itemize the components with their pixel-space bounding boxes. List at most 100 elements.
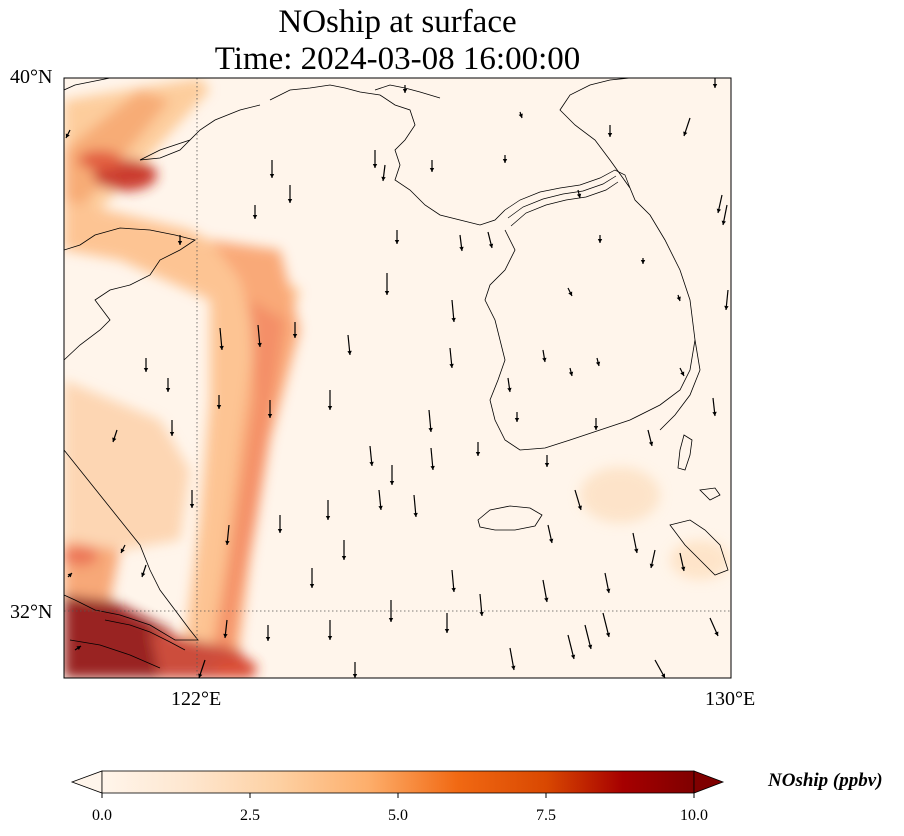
wind-arrow-head (451, 587, 456, 592)
wind-arrow-head (459, 246, 464, 251)
wind-arrow-head (428, 427, 433, 432)
wind-arrow-head (198, 673, 203, 678)
wind-arrow-head (449, 363, 454, 368)
wind-arrow-head (165, 388, 171, 392)
wind-arrow-head (372, 164, 378, 168)
wind-arrow-head (683, 131, 688, 136)
wind-arrow-head (384, 291, 390, 295)
wind-arrow (567, 634, 575, 660)
wind-arrow-head (120, 548, 125, 553)
wind-arrow-head (352, 674, 358, 678)
lon-label-122e: 122°E (171, 688, 222, 710)
wind-arrow-head (514, 418, 520, 422)
wind-arrow-head (378, 505, 383, 510)
wind-arrow-head (269, 174, 275, 178)
wind-arrow-head (488, 243, 494, 248)
wind-arrow-head (548, 538, 554, 543)
colorbar-tick-1: 2.5 (240, 807, 260, 824)
wind-arrow-head (502, 159, 508, 163)
wind-arrow-head (141, 572, 146, 577)
colorbar-tick-2: 5.0 (388, 807, 408, 824)
wind-arrow-head (65, 133, 70, 138)
wind-arrow-head (568, 371, 574, 376)
wind-arrow (602, 612, 610, 638)
map-title-line1: NOship at surface (278, 4, 517, 40)
lat-label-32n: 32°N (10, 601, 53, 623)
lat-label-40n: 40°N (10, 66, 53, 88)
wind-arrow-head (593, 426, 599, 430)
wind-arrow-head (388, 618, 394, 622)
wind-arrow-head (177, 241, 183, 245)
wind-arrow-head (605, 632, 611, 637)
wind-arrow-head (570, 654, 576, 659)
wind-arrow-head (597, 239, 603, 243)
wind-arrow-head (680, 371, 685, 376)
wind-arrow-head (347, 350, 352, 355)
map-frame (63, 77, 732, 679)
wind-arrow-head (252, 215, 258, 219)
wind-arrow-head (607, 133, 613, 137)
wind-arrow-head (568, 291, 573, 296)
wind-arrow-head (542, 357, 547, 362)
wind-arrow-head (712, 411, 717, 416)
wind-arrow-head (413, 512, 418, 517)
map-title-line2: Time: 2024-03-08 16:00:00 (214, 41, 581, 77)
wind-arrow-head (640, 260, 646, 264)
wind-arrow-head (676, 296, 681, 301)
wind-arrow-head (475, 452, 481, 456)
wind-arrow-head (265, 637, 271, 641)
wind-arrow-head (369, 461, 374, 466)
wind-arrow-head (309, 584, 315, 588)
wind-arrow-head (292, 334, 298, 338)
wind-arrow-head (606, 588, 611, 593)
wind-arrow-head (169, 432, 175, 436)
wind-arrow-head (67, 573, 72, 578)
concentration-field (64, 78, 731, 678)
colorbar-extend-low (70, 770, 103, 794)
wind-arrow-head (327, 636, 333, 640)
wind-arrow-head (712, 84, 718, 88)
colorbar-tick-0: 0.0 (92, 807, 112, 824)
wind-arrow-head (257, 342, 262, 347)
wind-arrow-head (143, 368, 149, 372)
wind-arrow-head (649, 563, 655, 568)
wind-arrow-head (680, 566, 686, 571)
colorbar-tick-4: 10.0 (680, 807, 708, 824)
colorbar-tick-3: 7.5 (536, 807, 556, 824)
wind-arrow-head (716, 208, 722, 213)
wind-arrow-head (724, 305, 729, 310)
wind-arrow-head (544, 597, 549, 602)
wind-arrow-head (430, 465, 435, 470)
wind-arrow-head (112, 437, 117, 442)
wind-arrow-head (576, 193, 582, 198)
wind-arrow-head (507, 387, 512, 392)
wind-arrow-head (721, 220, 726, 225)
wind-arrow-head (394, 240, 400, 244)
colorbar (70, 770, 725, 798)
wind-arrow-head (429, 168, 435, 172)
wind-arrow-head (325, 516, 331, 520)
wind-arrow-head (577, 505, 582, 510)
wind-arrow-head (661, 673, 665, 678)
wind-arrow-head (518, 113, 523, 118)
wind-arrow-head (544, 463, 550, 467)
wind-arrow-head (189, 504, 195, 508)
wind-arrow-head (511, 665, 516, 670)
wind-arrow-head (223, 633, 228, 638)
wind-arrow-head (587, 644, 593, 649)
wind-arrow-head (219, 345, 224, 350)
wind-arrow-head (216, 405, 222, 409)
wind-arrow-head (648, 441, 654, 446)
wind-arrow-head (267, 414, 273, 418)
wind-arrow-head (402, 89, 408, 93)
wind-arrow-head (381, 176, 386, 181)
wind-arrow-head (277, 529, 283, 533)
wind-arrow-head (76, 646, 81, 651)
wind-arrow-head (225, 540, 230, 545)
colorbar-gradient (101, 770, 695, 794)
wind-vectors (65, 78, 729, 678)
wind-arrow-head (479, 611, 484, 616)
lon-label-130e: 130°E (705, 688, 756, 710)
wind-arrow-head (444, 629, 450, 633)
